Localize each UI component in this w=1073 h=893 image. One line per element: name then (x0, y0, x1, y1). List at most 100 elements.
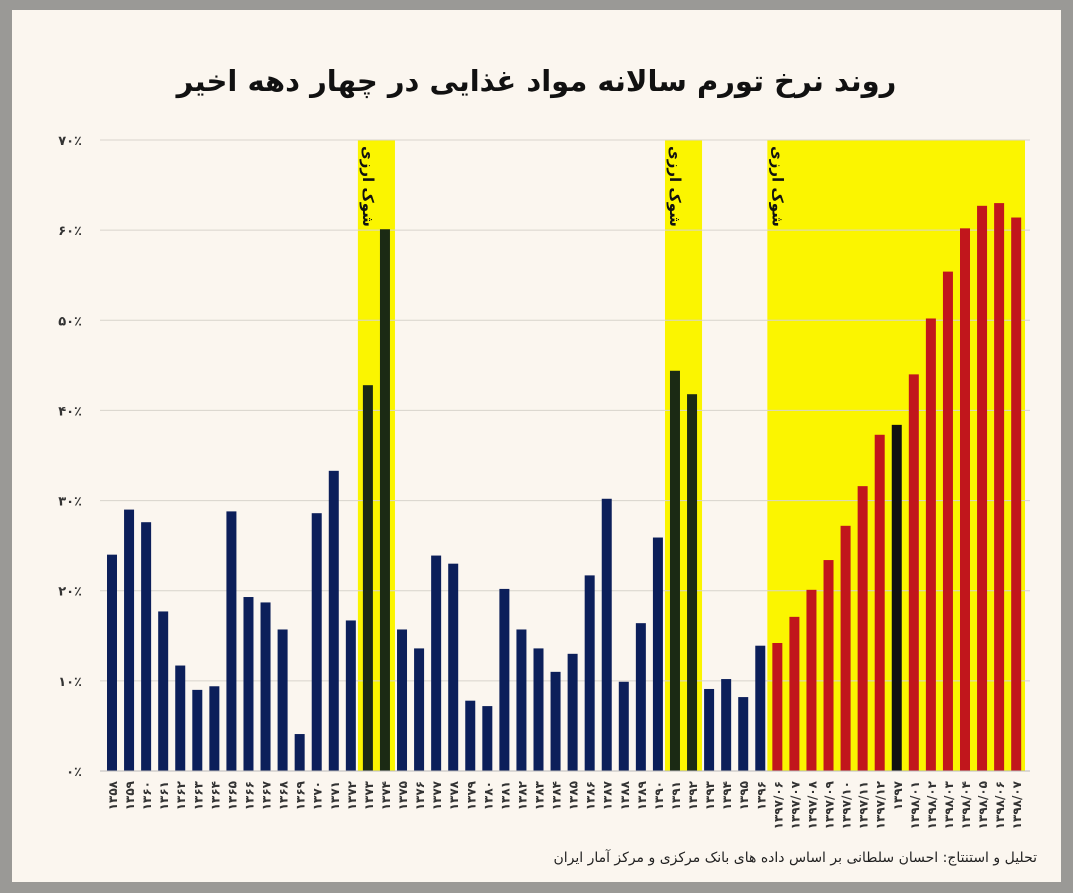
x-tick-label: ۱۳۹۱ (669, 781, 683, 810)
bar (431, 555, 442, 771)
y-tick-label: ۵۰٪ (58, 314, 82, 329)
x-tick-label: ۱۳۷۹ (464, 780, 478, 810)
bar (243, 597, 254, 771)
bar (789, 616, 800, 771)
bar (379, 229, 390, 771)
bar (550, 671, 561, 771)
x-tick-label: ۱۳۷۲ (345, 780, 359, 810)
y-tick-label: ۲۰٪ (58, 585, 82, 600)
bar (874, 434, 885, 771)
bar (721, 679, 732, 771)
bar (158, 611, 169, 771)
x-tick-label: ۱۳۹۲ (686, 780, 700, 810)
bar (345, 620, 356, 771)
x-tick-label: ۱۳۶۱ (157, 781, 171, 810)
x-tick-label: ۱۳۷۶ (413, 781, 427, 810)
x-tick-label: ۱۳۹۷/۱۰ (840, 781, 854, 829)
x-tick-label: ۱۳۹۷/۰۸ (805, 780, 819, 829)
bar (107, 554, 117, 771)
bar (960, 228, 970, 772)
y-tick-label: ۶۰٪ (58, 224, 82, 239)
bar (328, 470, 339, 771)
bar (925, 318, 936, 771)
bar (124, 509, 135, 771)
x-tick-label: ۱۳۵۹ (123, 780, 137, 810)
x-tick-label: ۱۳۹۳ (703, 780, 717, 810)
x-tick-label: ۱۳۸۲ (515, 780, 529, 810)
bar (669, 370, 680, 771)
bar (294, 734, 305, 771)
x-tick-label: ۱۳۷۴ (379, 781, 393, 810)
currency-shock-label: شوک ارزی (666, 146, 684, 227)
bar (175, 665, 186, 771)
bar (977, 205, 988, 771)
bar (908, 374, 919, 771)
bar (141, 522, 152, 771)
x-tick-label: ۱۳۸۳ (533, 780, 547, 810)
bar (857, 486, 868, 771)
bar (277, 629, 288, 771)
x-tick-label: ۱۳۹۷/۰۶ (771, 781, 785, 829)
x-tick-label: ۱۳۷۵ (396, 781, 410, 810)
bar (516, 629, 527, 771)
bar (482, 706, 493, 771)
bar (192, 689, 203, 771)
x-tick-label: ۱۳۹۷/۰۹ (823, 780, 837, 829)
x-tick-label: ۱۳۷۱ (328, 781, 342, 810)
bar (567, 653, 578, 771)
x-tick-label: ۱۳۸۷ (601, 780, 615, 810)
x-tick-label: ۱۳۹۷/۱۱ (857, 781, 871, 829)
bar (652, 537, 663, 771)
x-tick-label: ۱۳۶۰ (140, 781, 154, 810)
bar (618, 681, 629, 771)
currency-shock-label: شوک ارزی (359, 146, 377, 227)
bar (414, 648, 425, 771)
bar (397, 629, 408, 771)
bar (687, 394, 698, 771)
x-tick-label: ۱۳۶۸ (277, 780, 291, 810)
bar (533, 648, 544, 771)
bar (738, 697, 749, 771)
x-tick-label: ۱۳۸۸ (618, 780, 632, 810)
bar (584, 575, 595, 771)
x-tick-label: ۱۳۹۸/۰۲ (925, 780, 939, 829)
currency-shock-label: شوک ارزی (768, 146, 786, 227)
x-tick-label: ۱۳۹۸/۰۵ (976, 781, 990, 829)
bar (226, 511, 237, 771)
bar (448, 563, 459, 771)
x-tick-label: ۱۳۹۷ (891, 780, 905, 810)
x-tick-label: ۱۳۸۴ (550, 781, 564, 810)
source-credit: تحلیل و استنتاج: احسان سلطانی بر اساس دا… (553, 850, 1037, 866)
x-tick-label: ۱۳۶۵ (225, 781, 239, 810)
y-tick-label: ۱۰٪ (58, 675, 82, 690)
chart-title: روند نرخ تورم سالانه مواد غذایی در چهار … (176, 64, 897, 98)
y-tick-label: ۷۰٪ (58, 134, 82, 149)
bar (260, 602, 271, 771)
bar (755, 645, 766, 771)
x-tick-label: ۱۳۸۹ (635, 780, 649, 810)
x-tick-label: ۱۳۷۰ (311, 781, 325, 810)
bar (942, 271, 953, 771)
x-tick-label: ۱۳۶۳ (191, 780, 205, 810)
x-tick-label: ۱۳۹۵ (737, 781, 751, 810)
y-tick-label: ۴۰٪ (58, 404, 82, 419)
x-tick-label: ۱۳۶۹ (294, 780, 308, 810)
x-tick-label: ۱۳۹۷/۱۲ (874, 780, 888, 829)
x-tick-label: ۱۳۹۷/۰۷ (788, 780, 802, 829)
x-tick-label: ۱۳۸۱ (498, 781, 512, 810)
x-tick-label: ۱۳۶۴ (208, 781, 222, 810)
y-tick-label: ۳۰٪ (58, 495, 82, 510)
x-tick-label: ۱۳۹۸/۰۴ (959, 781, 973, 829)
bar (994, 203, 1005, 772)
bar (823, 560, 834, 771)
x-tick-label: ۱۳۵۸ (106, 780, 120, 810)
bar (704, 688, 715, 771)
bar (840, 525, 851, 771)
x-tick-label: ۱۳۹۴ (720, 781, 734, 810)
x-tick-label: ۱۳۸۵ (567, 781, 581, 810)
x-tick-label: ۱۳۹۸/۰۳ (942, 780, 956, 829)
x-tick-label: ۱۳۹۸/۰۶ (993, 781, 1007, 829)
bar (311, 513, 322, 771)
bar (891, 424, 902, 771)
